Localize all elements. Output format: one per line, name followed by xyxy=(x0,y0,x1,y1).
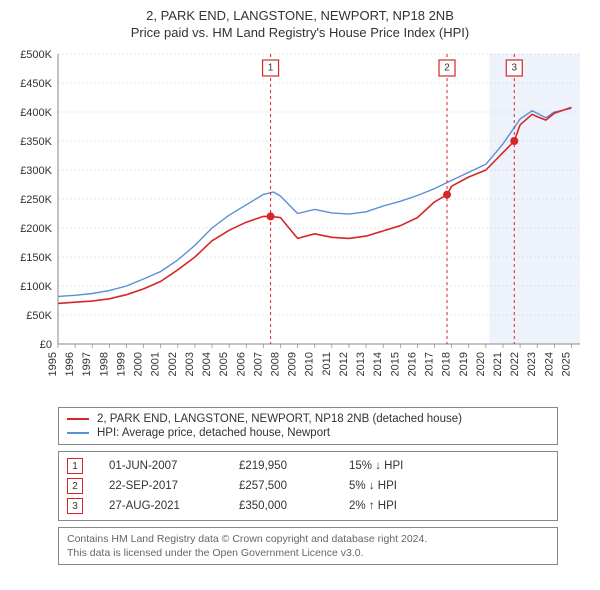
svg-text:£350K: £350K xyxy=(20,136,52,148)
svg-text:£150K: £150K xyxy=(20,252,52,264)
svg-text:2003: 2003 xyxy=(184,352,196,376)
footer-line-2: This data is licensed under the Open Gov… xyxy=(67,546,549,560)
sales-table: 1 01-JUN-2007 £219,950 15% ↓ HPI 2 22-SEP-201… xyxy=(58,451,558,521)
svg-text:1: 1 xyxy=(268,63,274,74)
sale-index-box: 2 xyxy=(67,478,83,494)
sale-price: £219,950 xyxy=(239,460,339,472)
title-block: 2, PARK END, LANGSTONE, NEWPORT, NP18 2N… xyxy=(10,8,590,40)
svg-text:2: 2 xyxy=(444,63,450,74)
sale-hpi-diff: 2% ↑ HPI xyxy=(349,500,469,512)
sale-index-box: 3 xyxy=(67,498,83,514)
sale-price: £350,000 xyxy=(239,500,339,512)
svg-text:2001: 2001 xyxy=(150,352,162,376)
sale-price: £257,500 xyxy=(239,480,339,492)
title-subtitle: Price paid vs. HM Land Registry's House … xyxy=(10,25,590,40)
title-address: 2, PARK END, LANGSTONE, NEWPORT, NP18 2N… xyxy=(10,8,590,23)
svg-text:2006: 2006 xyxy=(235,352,247,376)
svg-text:2012: 2012 xyxy=(338,352,350,376)
svg-text:2020: 2020 xyxy=(475,352,487,376)
svg-text:£50K: £50K xyxy=(26,310,52,322)
svg-text:2014: 2014 xyxy=(372,352,384,376)
svg-text:£450K: £450K xyxy=(20,78,52,90)
svg-text:2004: 2004 xyxy=(201,352,213,376)
svg-text:2005: 2005 xyxy=(218,352,230,376)
svg-text:£500K: £500K xyxy=(20,49,52,61)
table-row: 3 27-AUG-2021 £350,000 2% ↑ HPI xyxy=(67,496,549,516)
legend-row: HPI: Average price, detached house, Newp… xyxy=(67,426,549,440)
table-row: 2 22-SEP-2017 £257,500 5% ↓ HPI xyxy=(67,476,549,496)
svg-text:£0: £0 xyxy=(40,339,52,351)
svg-text:£400K: £400K xyxy=(20,107,52,119)
svg-text:3: 3 xyxy=(511,63,517,74)
svg-text:1996: 1996 xyxy=(64,352,76,376)
footer-line-1: Contains HM Land Registry data © Crown c… xyxy=(67,532,549,546)
page-root: 2, PARK END, LANGSTONE, NEWPORT, NP18 2N… xyxy=(0,0,600,571)
svg-text:2022: 2022 xyxy=(509,352,521,376)
svg-text:2019: 2019 xyxy=(458,352,470,376)
svg-text:£100K: £100K xyxy=(20,281,52,293)
svg-text:2009: 2009 xyxy=(287,352,299,376)
svg-text:2013: 2013 xyxy=(355,352,367,376)
chart: £0 £50K £100K £150K £200K £250K £300K £350K £400… xyxy=(10,46,590,401)
sale-index-box: 1 xyxy=(67,458,83,474)
svg-text:2008: 2008 xyxy=(269,352,281,376)
legend-swatch xyxy=(67,418,89,420)
svg-text:£200K: £200K xyxy=(20,223,52,235)
svg-text:2025: 2025 xyxy=(560,352,572,376)
svg-text:£300K: £300K xyxy=(20,165,52,177)
svg-text:£250K: £250K xyxy=(20,194,52,206)
svg-text:2017: 2017 xyxy=(424,352,436,376)
footer: Contains HM Land Registry data © Crown c… xyxy=(58,527,558,565)
sale-hpi-diff: 15% ↓ HPI xyxy=(349,460,469,472)
svg-text:2018: 2018 xyxy=(441,352,453,376)
svg-text:2023: 2023 xyxy=(526,352,538,376)
svg-text:2010: 2010 xyxy=(304,352,316,376)
legend-label: HPI: Average price, detached house, Newp… xyxy=(97,427,330,439)
legend-label: 2, PARK END, LANGSTONE, NEWPORT, NP18 2N… xyxy=(97,413,462,425)
table-row: 1 01-JUN-2007 £219,950 15% ↓ HPI xyxy=(67,456,549,476)
svg-text:2024: 2024 xyxy=(543,352,555,376)
svg-text:2000: 2000 xyxy=(133,352,145,376)
chart-svg: £0 £50K £100K £150K £200K £250K £300K £350K £400… xyxy=(10,46,590,401)
svg-text:2015: 2015 xyxy=(389,352,401,376)
svg-text:2002: 2002 xyxy=(167,352,179,376)
svg-text:2021: 2021 xyxy=(492,352,504,376)
sale-date: 27-AUG-2021 xyxy=(109,500,229,512)
sale-date: 22-SEP-2017 xyxy=(109,480,229,492)
svg-text:1997: 1997 xyxy=(81,352,93,376)
legend-swatch xyxy=(67,432,89,434)
svg-text:2007: 2007 xyxy=(252,352,264,376)
sale-hpi-diff: 5% ↓ HPI xyxy=(349,480,469,492)
svg-text:1999: 1999 xyxy=(115,352,127,376)
svg-text:1995: 1995 xyxy=(47,352,59,376)
legend: 2, PARK END, LANGSTONE, NEWPORT, NP18 2N… xyxy=(58,407,558,445)
sale-date: 01-JUN-2007 xyxy=(109,460,229,472)
svg-text:1998: 1998 xyxy=(98,352,110,376)
svg-text:2011: 2011 xyxy=(321,352,333,376)
svg-text:2016: 2016 xyxy=(406,352,418,376)
legend-row: 2, PARK END, LANGSTONE, NEWPORT, NP18 2N… xyxy=(67,412,549,426)
